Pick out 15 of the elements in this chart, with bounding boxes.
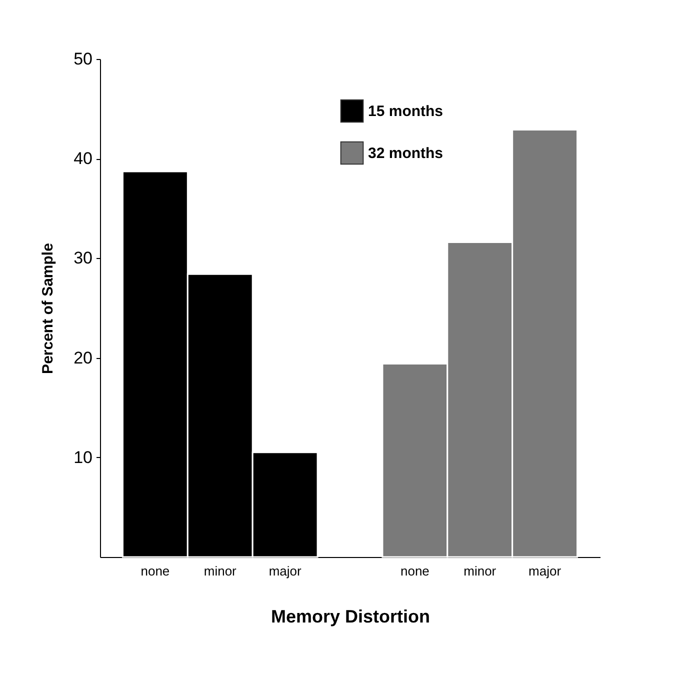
legend-label: 15 months [368,103,444,120]
y-tick-label: 20 [74,348,92,368]
x-tick-label: minor [204,564,238,578]
y-axis-title: Percent of Sample [40,243,57,374]
x-tick-label: major [268,564,302,578]
y-tick-label: 50 [74,50,92,68]
y-tick-label: 30 [74,248,92,268]
y-tick-label: 10 [74,448,92,467]
x-axis-title: Memory Distortion [270,606,430,626]
x-tick-label: minor [464,564,497,578]
legend-label: 32 months [368,145,444,162]
y-tick-label: 40 [74,149,92,168]
x-tick-label: major [528,564,562,578]
x-tick-label: none [400,564,430,578]
x-tick-label: none [140,564,170,578]
